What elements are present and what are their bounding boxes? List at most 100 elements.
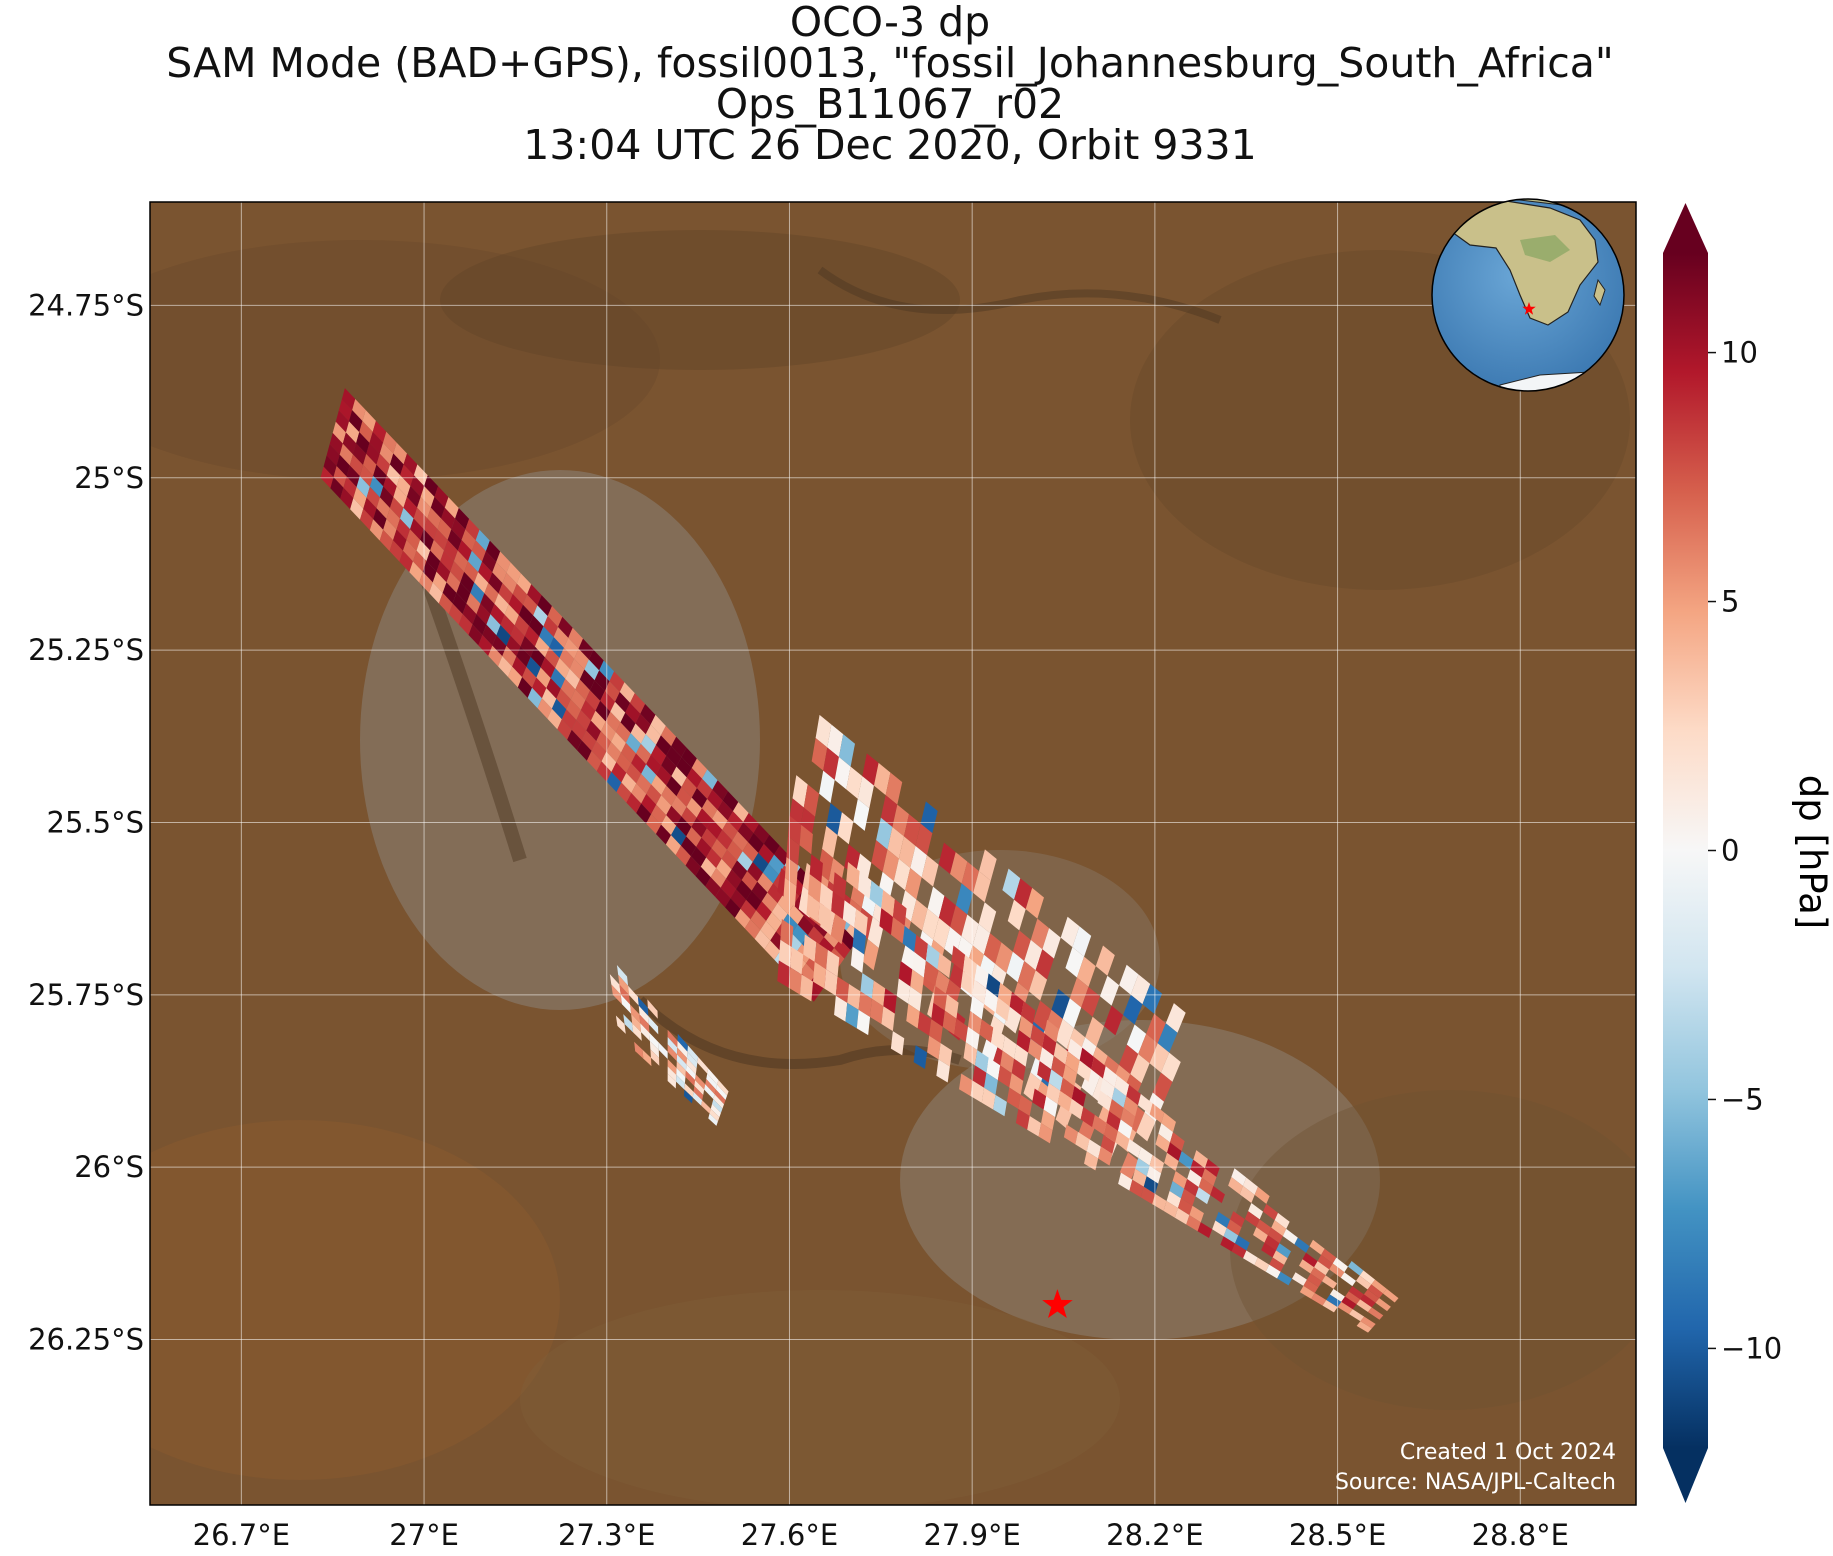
sounding-cell: [1140, 1186, 1156, 1205]
sounding-cell: [710, 868, 727, 888]
sounding-cell: [436, 561, 451, 583]
sounding-cell: [1160, 1052, 1181, 1082]
sounding-cell: [882, 849, 899, 882]
sounding-cell: [788, 967, 802, 995]
sounding-cell: [835, 976, 850, 1003]
sounding-cell: [1027, 1116, 1042, 1137]
sounding-cell: [696, 778, 713, 799]
sounding-cell: [881, 1006, 895, 1032]
sounding-cell: [640, 1023, 650, 1042]
sounding-cell: [1363, 1289, 1380, 1303]
sounding-cell: [826, 802, 842, 836]
sounding-cell: [579, 669, 595, 691]
sounding-cell: [362, 409, 376, 432]
sounding-cell: [1130, 974, 1151, 1005]
sounding-cell: [1085, 1016, 1105, 1047]
sounding-cell: [667, 1059, 677, 1075]
sounding-cell: [339, 443, 353, 466]
sounding-cell: [671, 796, 687, 817]
sounding-cell: [1178, 1151, 1194, 1170]
sounding-cell: [713, 1094, 724, 1109]
sounding-cell: [389, 453, 404, 476]
sounding-cell: [434, 486, 449, 508]
sounding-cell: [676, 1061, 686, 1077]
sounding-cell: [461, 529, 476, 551]
sounding-cell: [803, 784, 820, 817]
sounding-cell: [898, 836, 916, 869]
sounding-cell: [686, 826, 702, 847]
sounding-cell: [1007, 899, 1026, 931]
x-tick-label: 26.7°E: [193, 1518, 290, 1552]
sounding-cell: [697, 1056, 709, 1074]
sounding-cell: [908, 986, 922, 1012]
sounding-cell: [750, 910, 767, 930]
sounding-cell: [727, 811, 744, 832]
sounding-cell: [430, 496, 445, 519]
sounding-cell: [681, 777, 697, 798]
sounding-cell: [972, 1065, 987, 1088]
sounding-cell: [1009, 1073, 1024, 1095]
sounding-cell: [1030, 918, 1050, 950]
sounding-cell: [1119, 1152, 1139, 1181]
sounding-cell: [1332, 1257, 1349, 1273]
sounding-cell: [488, 572, 503, 594]
sounding-cell: [630, 723, 646, 744]
sounding-cell: [636, 803, 652, 824]
sounding-cell: [997, 1065, 1012, 1088]
sounding-cell: [852, 927, 866, 955]
sounding-cell: [1018, 1094, 1033, 1117]
sounding-cell: [472, 614, 487, 636]
sounding-cell: [656, 795, 672, 816]
sounding-cell: [485, 540, 501, 562]
sounding-cell: [641, 764, 657, 785]
sounding-cell: [1254, 1186, 1270, 1204]
sounding-cell: [1282, 1228, 1298, 1245]
sounding-cell: [506, 635, 521, 657]
sounding-cell: [352, 399, 366, 422]
sounding-cell: [524, 625, 540, 647]
sounding-cell: [651, 774, 667, 796]
sounding-cell: [1057, 1090, 1072, 1112]
sounding-cell: [621, 742, 636, 764]
sounding-cell: [1006, 951, 1025, 983]
sounding-cell: [522, 594, 538, 616]
sounding-cell: [978, 902, 997, 934]
sounding-cell: [695, 1074, 706, 1090]
sounding-cell: [707, 1068, 719, 1085]
sounding-cell: [815, 714, 832, 748]
sounding-cell: [1126, 1024, 1147, 1054]
sounding-cell: [704, 1084, 715, 1100]
sounding-cell: [1043, 1096, 1058, 1118]
sounding-cell: [1174, 1208, 1190, 1225]
sounding-cell: [376, 497, 390, 519]
sounding-cell: [1302, 1252, 1318, 1268]
sounding-cell: [636, 773, 652, 795]
sounding-cell: [1071, 1086, 1086, 1107]
sounding-cell: [626, 763, 642, 784]
sounding-cell: [1138, 1146, 1153, 1166]
sounding-cell: [496, 551, 511, 573]
sounding-cell: [625, 702, 641, 724]
sounding-cell: [870, 998, 884, 1025]
sounding-cell: [1130, 1053, 1150, 1084]
sounding-cell: [419, 571, 433, 594]
sounding-cell: [1344, 1291, 1361, 1305]
sounding-cell: [817, 902, 832, 931]
sounding-cell: [979, 1019, 994, 1043]
sounding-cell: [635, 743, 652, 765]
sounding-cell: [451, 518, 466, 541]
sounding-cell: [621, 772, 637, 794]
sounding-cell: [1375, 1298, 1391, 1312]
sounding-cell: [1228, 1176, 1243, 1195]
sounding-cell: [600, 691, 616, 712]
sounding-cell: [1065, 1051, 1080, 1074]
credit-source: Source: NASA/JPL-Caltech: [1334, 1470, 1616, 1495]
sounding-cell: [871, 980, 886, 1007]
sounding-cell: [468, 624, 483, 646]
sounding-cell: [677, 1040, 688, 1059]
sounding-cell: [1234, 1235, 1250, 1251]
sounding-cell: [480, 593, 495, 615]
sounding-cell: [410, 475, 425, 497]
sounding-cell: [476, 603, 491, 625]
sounding-cell: [1253, 1227, 1268, 1243]
